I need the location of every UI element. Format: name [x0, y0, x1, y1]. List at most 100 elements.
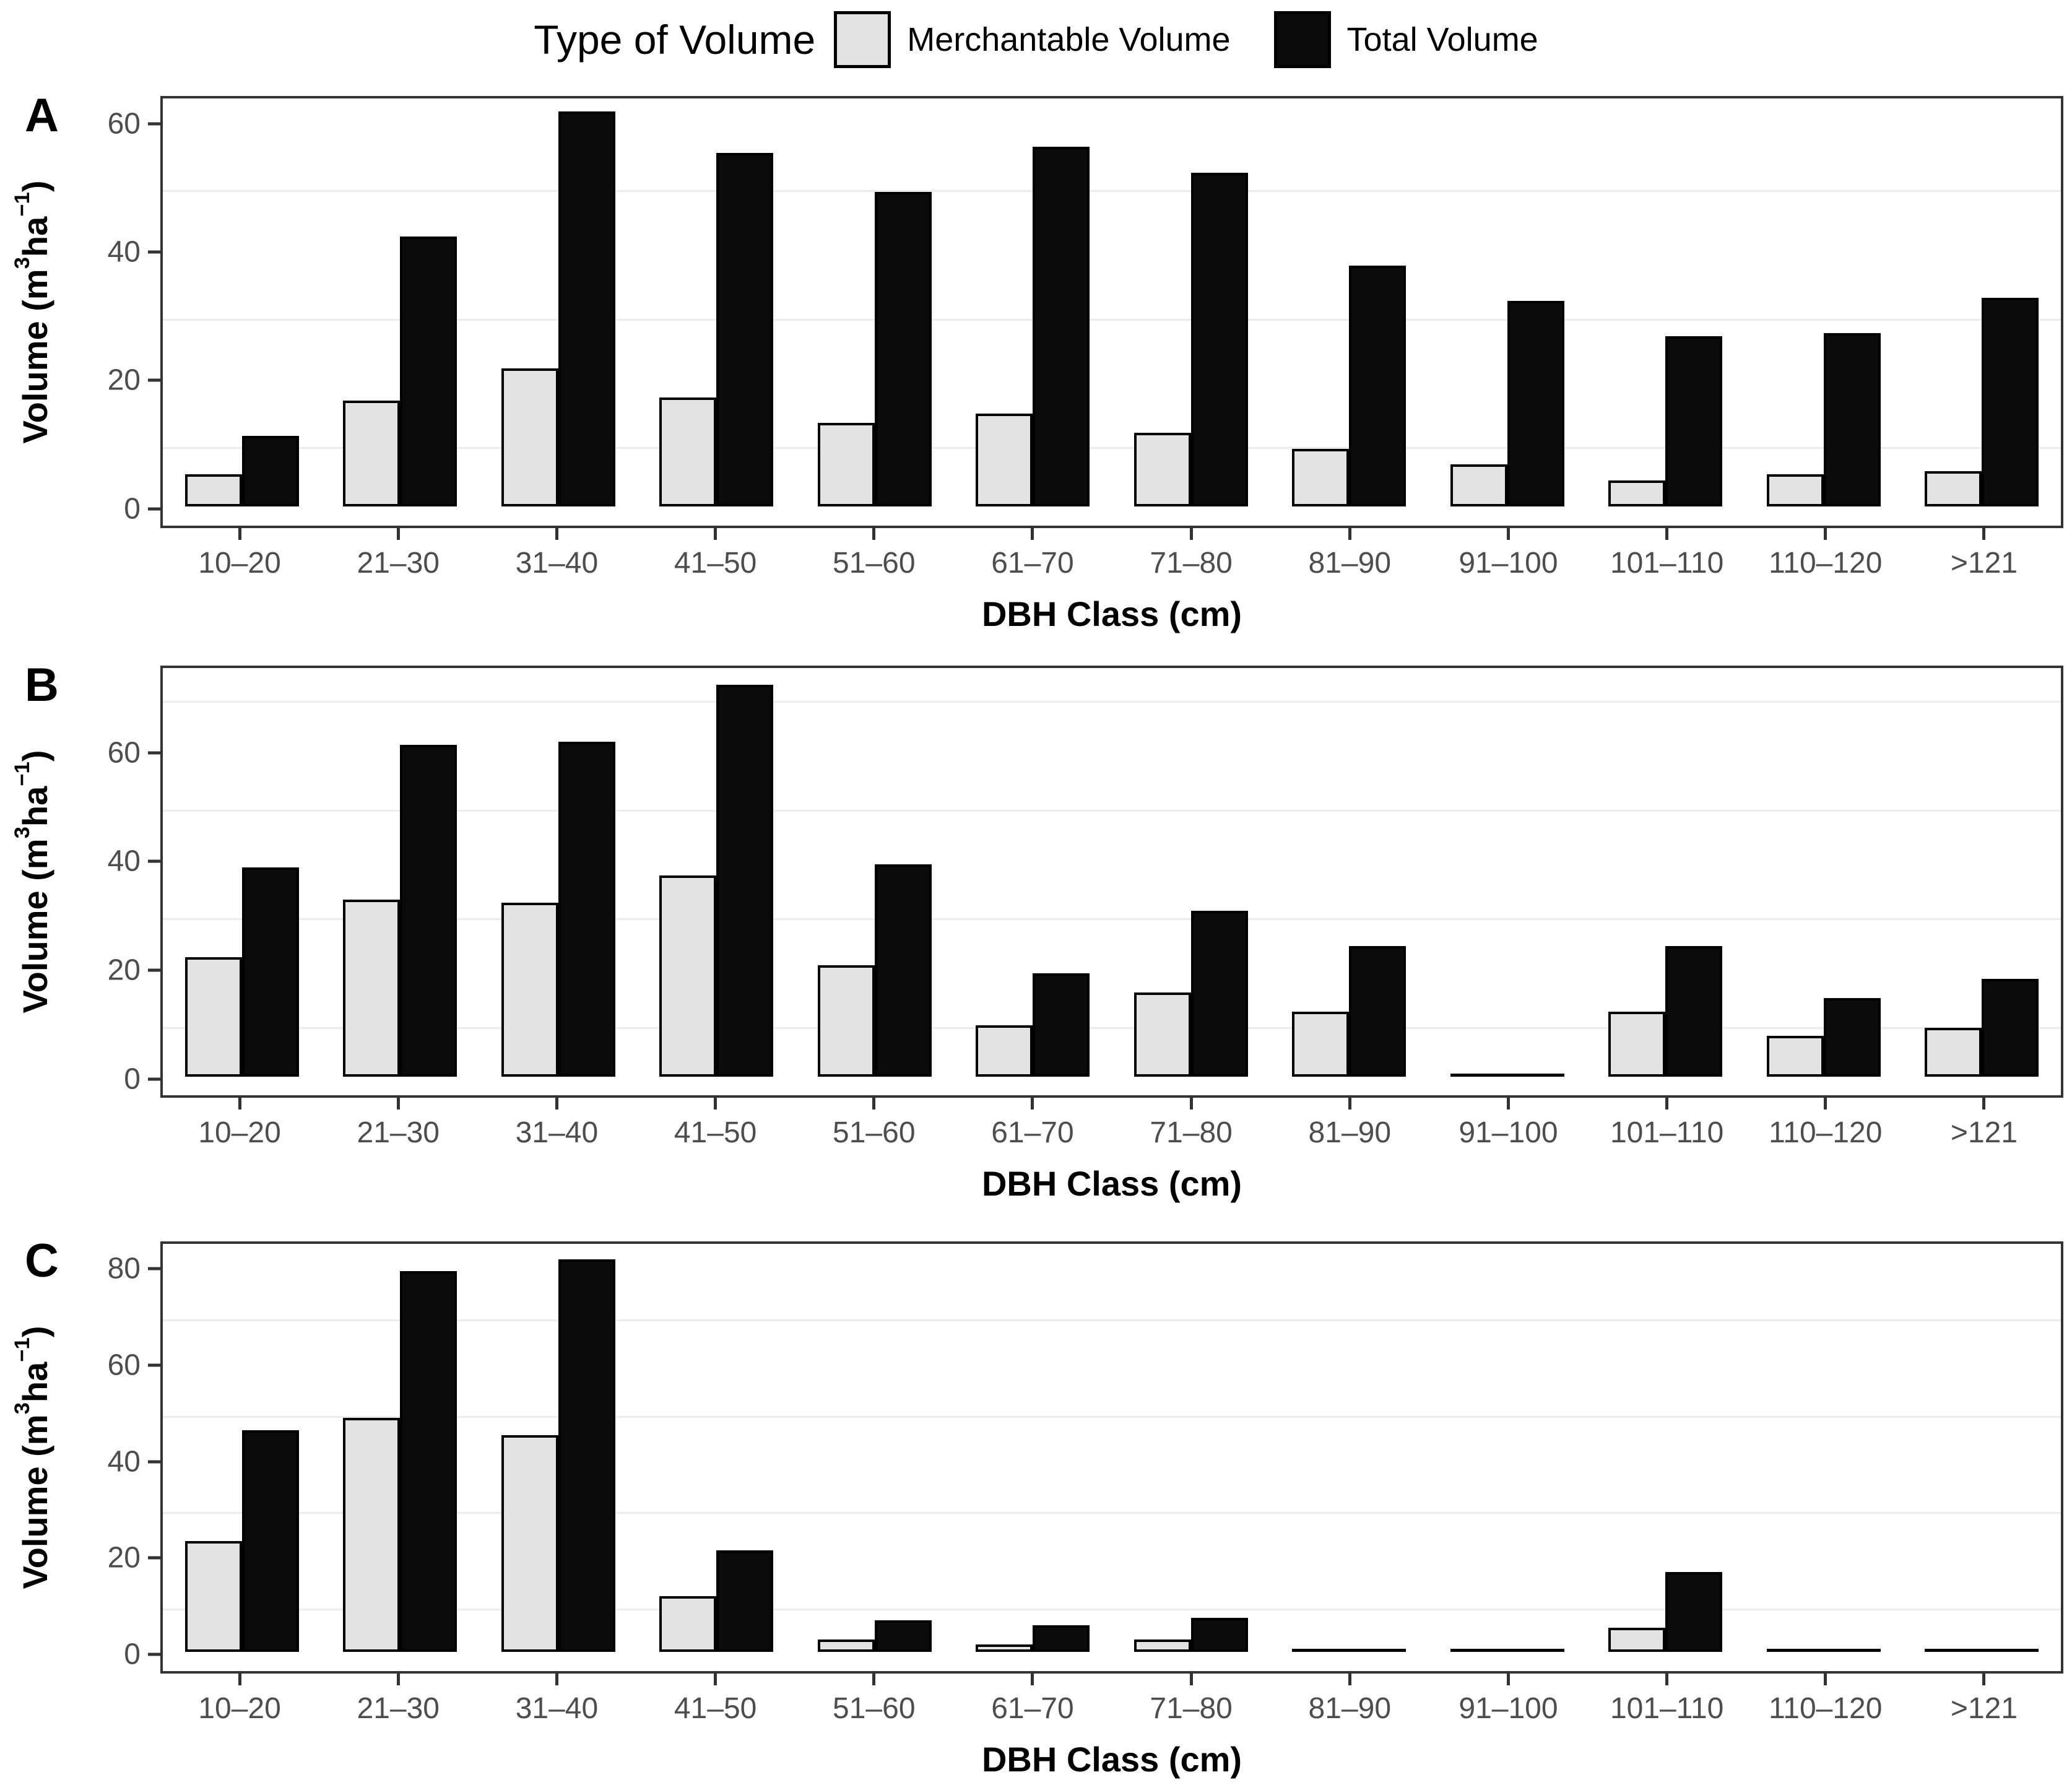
- x-tick-cell: [477, 528, 636, 540]
- bar-group: [1428, 98, 1587, 526]
- bar-group: [638, 1244, 796, 1671]
- gridline: [163, 1609, 2061, 1611]
- gridline: [163, 1027, 2061, 1030]
- total-bar: [1033, 147, 1090, 506]
- x-tick-mark-icon: [1824, 1674, 1827, 1685]
- merchantable-bar: [1766, 474, 1824, 506]
- x-tick-cell: [477, 1674, 636, 1685]
- x-tick-label: 71–80: [1150, 1692, 1233, 1725]
- x-tick-mark-icon: [1824, 528, 1827, 540]
- bar-group: [1112, 1244, 1270, 1671]
- legend-label-merchantable: Merchantable Volume: [907, 21, 1231, 58]
- x-tick-label: 101–110: [1610, 547, 1724, 580]
- y-tick-label: 20: [107, 953, 141, 987]
- y-tick-label: 60: [107, 1349, 141, 1382]
- total-bar: [874, 1620, 932, 1652]
- x-tick-cell: [319, 1674, 477, 1685]
- x-tick-cell: [1588, 528, 1746, 540]
- x-tick-label: >121: [1950, 1692, 2018, 1725]
- x-tick-label: 110–120: [1769, 1692, 1883, 1725]
- x-tick-mark-icon: [1665, 1674, 1669, 1685]
- x-tick-cell: [477, 1098, 636, 1110]
- gridline: [163, 700, 2061, 703]
- y-tick: 60: [108, 106, 160, 141]
- total-bar: [558, 742, 615, 1077]
- total-bar: [241, 1430, 299, 1652]
- bar-group: [321, 1244, 480, 1671]
- gridline: [163, 809, 2061, 812]
- x-tick-mark-icon: [872, 1098, 876, 1110]
- bar-group: [1745, 1244, 1903, 1671]
- x-tick-cell: [953, 528, 1112, 540]
- x-tick-label: 110–120: [1769, 547, 1883, 580]
- x-axis-ticks: [160, 1674, 2063, 1685]
- x-tick-cell: [636, 1674, 795, 1685]
- x-tick-label: 21–30: [357, 1692, 440, 1725]
- legend-entry-total: Total Volume: [1273, 11, 1538, 68]
- panel-letter-c: C: [25, 1235, 59, 1287]
- x-tick-label: 91–100: [1459, 547, 1558, 580]
- y-tick-label: 0: [124, 1638, 141, 1671]
- x-tick-label: 101–110: [1610, 1116, 1724, 1149]
- panel-c: C Volume (m 3 ha −1) 0 20 40 60 80 10–20 21–30 31–4…: [0, 1235, 2072, 1779]
- x-tick-mark-icon: [555, 1674, 558, 1685]
- x-tick-mark-icon: [714, 528, 717, 540]
- merchantable-bar: [659, 1596, 717, 1652]
- x-tick-label: 51–60: [833, 547, 916, 580]
- total-bar: [874, 191, 932, 506]
- bar-group: [1112, 668, 1270, 1095]
- total-bar: [1665, 336, 1723, 506]
- panels-container: A Volume (m 3 ha −1) 0 20 40 60 10–20 21–30 31–40 4…: [0, 89, 2072, 1779]
- x-tick-label: 81–90: [1308, 547, 1392, 580]
- merchantable-bar: [1608, 1627, 1666, 1652]
- x-tick-cell: [636, 1098, 795, 1110]
- bar-group: [1587, 668, 1745, 1095]
- x-tick-mark-icon: [1189, 1674, 1193, 1685]
- x-tick-label: 71–80: [1150, 1116, 1233, 1149]
- x-tick-mark-icon: [396, 1674, 400, 1685]
- y-tick-mark-icon: [148, 1653, 160, 1656]
- y-tick: 40: [108, 845, 160, 879]
- plot-wrap: Volume (m 3 ha −1) 0 20 40 60: [11, 96, 2063, 528]
- x-tick-label: 51–60: [833, 1692, 916, 1725]
- x-tick-cell: [1112, 528, 1270, 540]
- plot-wrap: Volume (m 3 ha −1) 0 20 40 60 80: [11, 1241, 2063, 1674]
- plot-area-c: [160, 1241, 2063, 1674]
- x-tick-cell: [1746, 1098, 1905, 1110]
- x-tick-mark-icon: [555, 1098, 558, 1110]
- x-tick-mark-icon: [1506, 1674, 1510, 1685]
- merchantable-bar: [659, 875, 717, 1077]
- x-tick-cell: [1905, 1674, 2063, 1685]
- bar-group: [1587, 1244, 1745, 1671]
- x-tick-cell: [953, 1098, 1112, 1110]
- y-tick-mark-icon: [148, 1077, 160, 1081]
- x-tick-label: 51–60: [833, 1116, 916, 1149]
- zero-bar-pair: [1292, 1648, 1407, 1652]
- bar-group: [1428, 1244, 1587, 1671]
- x-tick-label: 110–120: [1769, 1116, 1883, 1149]
- x-tick-cell: [1905, 528, 2063, 540]
- y-tick-mark-icon: [148, 1556, 160, 1560]
- y-tick-label: 40: [107, 1445, 141, 1479]
- x-tick-cell: [953, 1674, 1112, 1685]
- total-swatch-icon: [1273, 11, 1331, 68]
- x-tick-mark-icon: [1982, 528, 1986, 540]
- total-bar: [1823, 997, 1881, 1077]
- x-tick-label: 10–20: [198, 1116, 281, 1149]
- merchantable-bar: [976, 1025, 1033, 1077]
- x-tick-cell: [160, 528, 319, 540]
- y-tick-label: 80: [107, 1252, 141, 1285]
- x-tick-mark-icon: [1665, 528, 1669, 540]
- gridline: [163, 190, 2061, 193]
- gridline: [163, 318, 2061, 321]
- x-axis-title: DBH Class (cm): [981, 594, 1242, 633]
- y-tick: 20: [108, 953, 160, 988]
- x-axis-labels: 10–20 21–30 31–40 41–50 51–60 61–70 71–80 81–90…: [160, 546, 2063, 580]
- merchantable-bar: [1134, 432, 1191, 506]
- x-tick-label: 61–70: [991, 1692, 1074, 1725]
- y-tick-label: 40: [107, 845, 141, 878]
- x-tick-cell: [1746, 528, 1905, 540]
- zero-bar-pair: [1450, 1074, 1564, 1077]
- x-tick-mark-icon: [396, 1098, 400, 1110]
- bar-group: [163, 98, 321, 526]
